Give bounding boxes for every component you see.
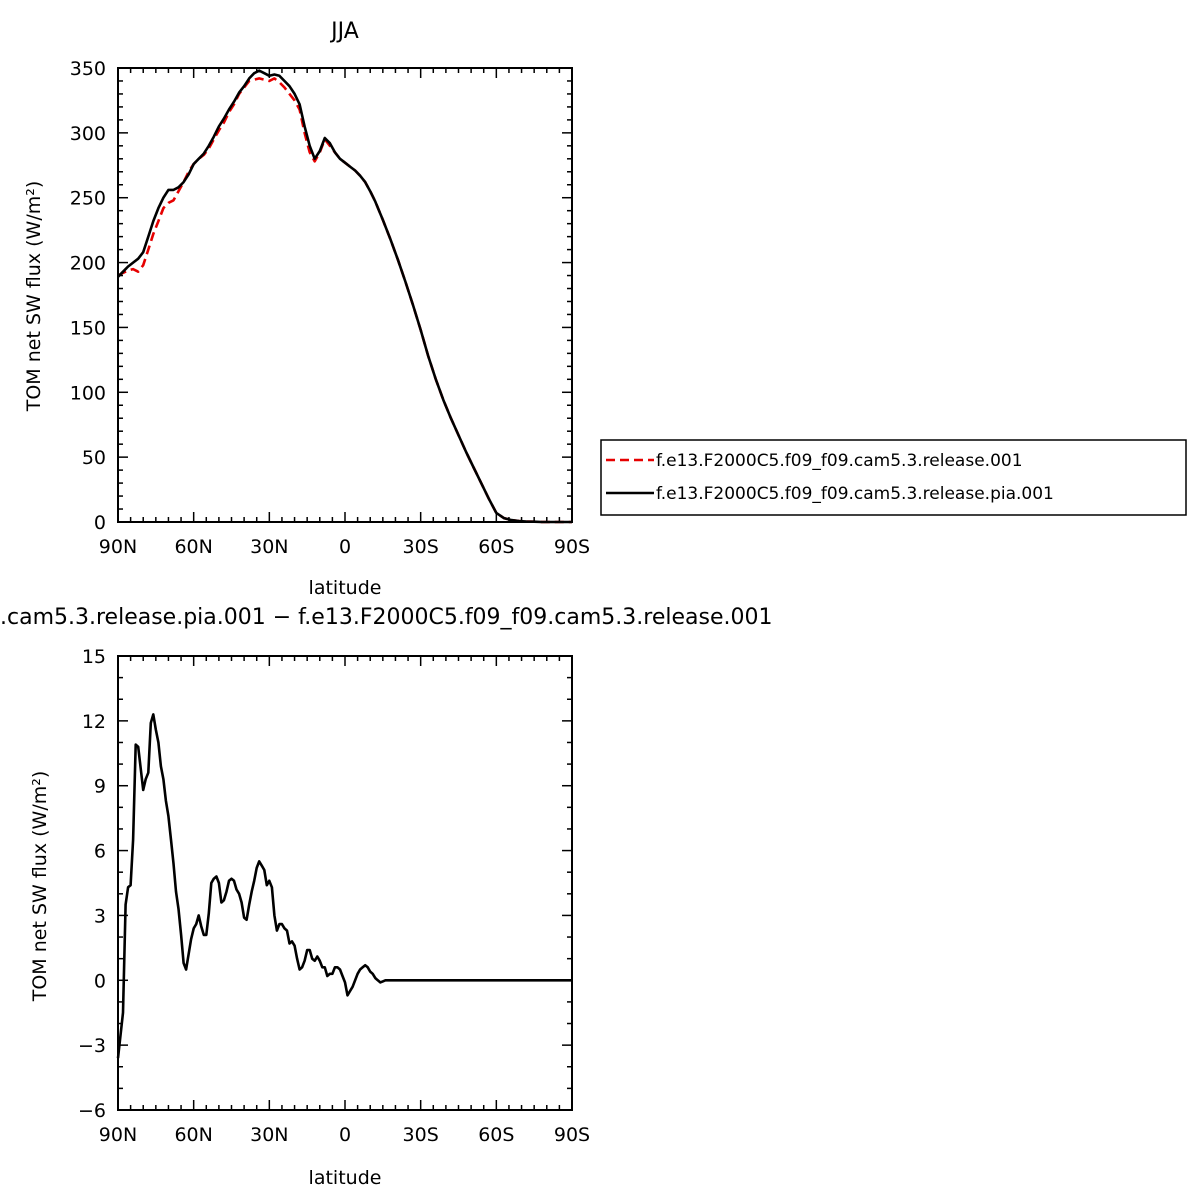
chart0-xtick-label: 30N	[250, 536, 288, 558]
chart1-ytick-label: −6	[78, 1100, 106, 1122]
legend: f.e13.F2000C5.f09_f09.cam5.3.release.001…	[600, 439, 1187, 516]
chart1-xtick-label: 90N	[99, 1124, 137, 1146]
chart0-xtick-label: 60N	[174, 536, 212, 558]
chart1-ytick-label: 3	[94, 905, 106, 927]
chart1-series-0-line	[116, 713, 572, 1059]
chart1-ytick-label: 0	[94, 970, 106, 992]
chart0-frame	[117, 67, 573, 523]
chart0-ytick-label: 100	[70, 382, 106, 404]
chart1-ytick-label: 6	[94, 841, 106, 863]
chart0-ytick-label: 350	[70, 58, 106, 80]
bottom-chart-panel: .cam5.3.release.pia.001 − f.e13.F2000C5.…	[0, 605, 772, 1189]
top-chart-title: JJA	[329, 19, 359, 44]
bottom-y-axis-label: TOM net SW flux (W/m²)	[29, 771, 51, 1003]
chart1-xtick-label: 90S	[554, 1124, 590, 1146]
chart1-xtick-label: 0	[339, 1124, 351, 1146]
chart1-xtick-label: 60S	[478, 1124, 514, 1146]
chart0-ytick-label: 250	[70, 188, 106, 210]
legend-box	[600, 439, 1187, 516]
chart0-xtick-label: 90S	[554, 536, 590, 558]
chart1-ytick-label: 12	[82, 711, 106, 733]
bottom-chart-title: .cam5.3.release.pia.001 − f.e13.F2000C5.…	[0, 605, 772, 630]
chart0-ytick-label: 300	[70, 123, 106, 145]
chart0-ytick-label: 200	[70, 253, 106, 275]
top-plot-area	[117, 69, 572, 524]
chart0-xtick-label: 30S	[403, 536, 439, 558]
chart1-frame	[117, 655, 573, 1111]
chart0-xtick-label: 90N	[99, 536, 137, 558]
chart0-series-0-line	[117, 77, 572, 524]
top-y-axis-label: TOM net SW flux (W/m²)	[23, 181, 45, 413]
bottom-x-axis-label: latitude	[309, 1167, 382, 1189]
top-chart-panel: JJA 90N 60N 30N 0 30S 60S 90S 0 50 100 150 200 250 30…	[23, 19, 1187, 599]
chart1-ytick-label: −3	[78, 1035, 106, 1057]
chart0-xtick-label: 0	[339, 536, 351, 558]
chart0-ytick-label: 150	[70, 317, 106, 339]
chart0-ytick-label: 50	[82, 447, 106, 469]
chart1-xtick-label: 30N	[250, 1124, 288, 1146]
chart0-xtick-label: 60S	[478, 536, 514, 558]
chart0-ytick-label: 0	[94, 512, 106, 534]
bottom-plot-area	[116, 713, 572, 1059]
top-axes: 90N 60N 30N 0 30S 60S 90S 0 50 100 150 200 250 300 350	[70, 58, 590, 558]
chart1-ytick-label: 9	[94, 776, 106, 798]
bottom-axes: 90N 60N 30N 0 30S 60S 90S −6 −3 0 3 6 9 12 15	[78, 646, 590, 1146]
legend-entry-control: f.e13.F2000C5.f09_f09.cam5.3.release.001	[656, 451, 1023, 471]
chart1-ytick-label: 15	[82, 646, 106, 668]
chart0-series-1-line	[117, 69, 572, 524]
top-x-axis-label: latitude	[309, 577, 382, 599]
chart1-xtick-label: 30S	[403, 1124, 439, 1146]
legend-entry-pia: f.e13.F2000C5.f09_f09.cam5.3.release.pia…	[656, 484, 1054, 504]
chart1-xtick-label: 60N	[174, 1124, 212, 1146]
